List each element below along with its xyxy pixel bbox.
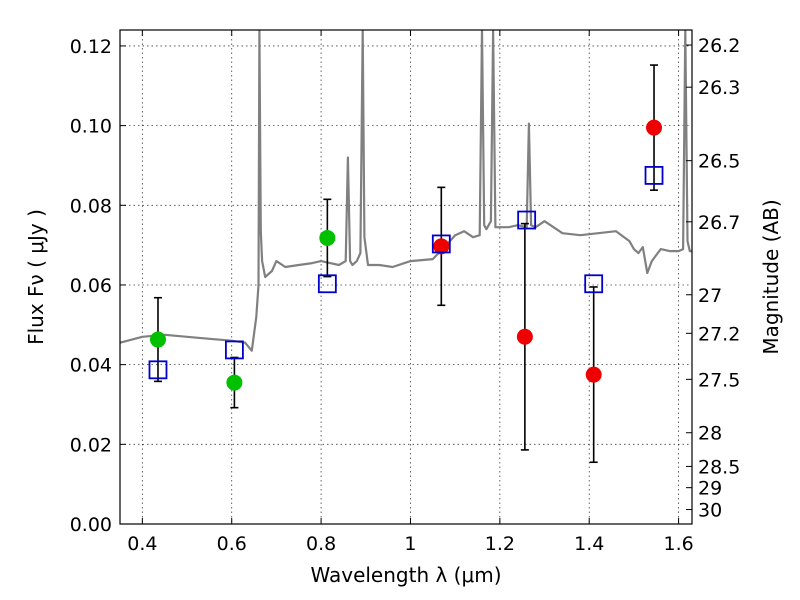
data-point-square <box>517 210 537 230</box>
magnitude-axis-label: Magnitude (AB) <box>759 199 783 354</box>
x-tick-label: 1.2 <box>485 533 515 555</box>
data-point-square <box>644 166 664 185</box>
y-tick-label: 0.08 <box>70 195 112 217</box>
data-point-square <box>317 274 337 294</box>
data-point-circle <box>319 229 336 246</box>
x-axis: 0.4 0.6 0.8 1 1.2 1.4 1.6 <box>127 30 694 555</box>
magnitude-tick-label: 26.5 <box>698 151 740 173</box>
x-tick-label: 0.6 <box>217 533 247 555</box>
spectrum-line <box>120 30 692 352</box>
x-tick-label: 0.8 <box>306 533 336 555</box>
y-tick-label: 0.02 <box>70 434 112 456</box>
magnitude-tick-label: 27.5 <box>698 369 740 391</box>
magnitude-tick-label: 26.3 <box>698 77 740 99</box>
y-tick-label: 0.04 <box>70 355 112 377</box>
data-point-circle <box>516 328 533 345</box>
plot-area <box>120 30 692 464</box>
y-axis: 0.00 0.02 0.04 0.06 0.08 0.10 0.12 <box>70 36 126 536</box>
data-point-square <box>224 340 244 360</box>
magnitude-tick-label: 26.2 <box>698 35 740 57</box>
magnitude-tick-label: 29 <box>698 478 722 500</box>
spectrum-layer <box>120 30 692 352</box>
data-point-circle <box>585 366 602 383</box>
data-point-square <box>584 274 604 294</box>
y-tick-label: 0.10 <box>70 116 112 138</box>
plot-frame <box>119 29 693 525</box>
data-point-circle <box>149 331 166 348</box>
x-tick-label: 1.4 <box>574 533 604 555</box>
x-tick-label: 1 <box>404 533 416 555</box>
magnitude-tick-label: 26.7 <box>698 212 740 234</box>
data-point-square <box>148 360 168 380</box>
magnitude-tick-label: 28 <box>698 423 722 445</box>
data-point-circle <box>646 119 663 136</box>
magnitude-tick-label: 27 <box>698 285 722 307</box>
y-axis-label: Flux Fν ( μJy ) <box>24 209 48 345</box>
magnitude-tick-label: 27.2 <box>698 323 740 345</box>
grid <box>120 30 692 525</box>
x-tick-label: 1.6 <box>663 533 693 555</box>
data-point-square <box>431 234 451 254</box>
data-point-circle <box>433 238 450 255</box>
data-point-circle <box>226 374 243 391</box>
y-tick-label: 0.12 <box>70 36 112 58</box>
markers-layer <box>148 64 664 464</box>
magnitude-tick-label: 30 <box>698 500 722 522</box>
x-axis-label: Wavelength λ (μm) <box>310 563 501 587</box>
y-tick-label: 0.00 <box>70 514 112 536</box>
magnitude-tick-label: 28.5 <box>698 456 740 478</box>
y-tick-label: 0.06 <box>70 275 112 297</box>
x-tick-label: 0.4 <box>127 533 157 555</box>
